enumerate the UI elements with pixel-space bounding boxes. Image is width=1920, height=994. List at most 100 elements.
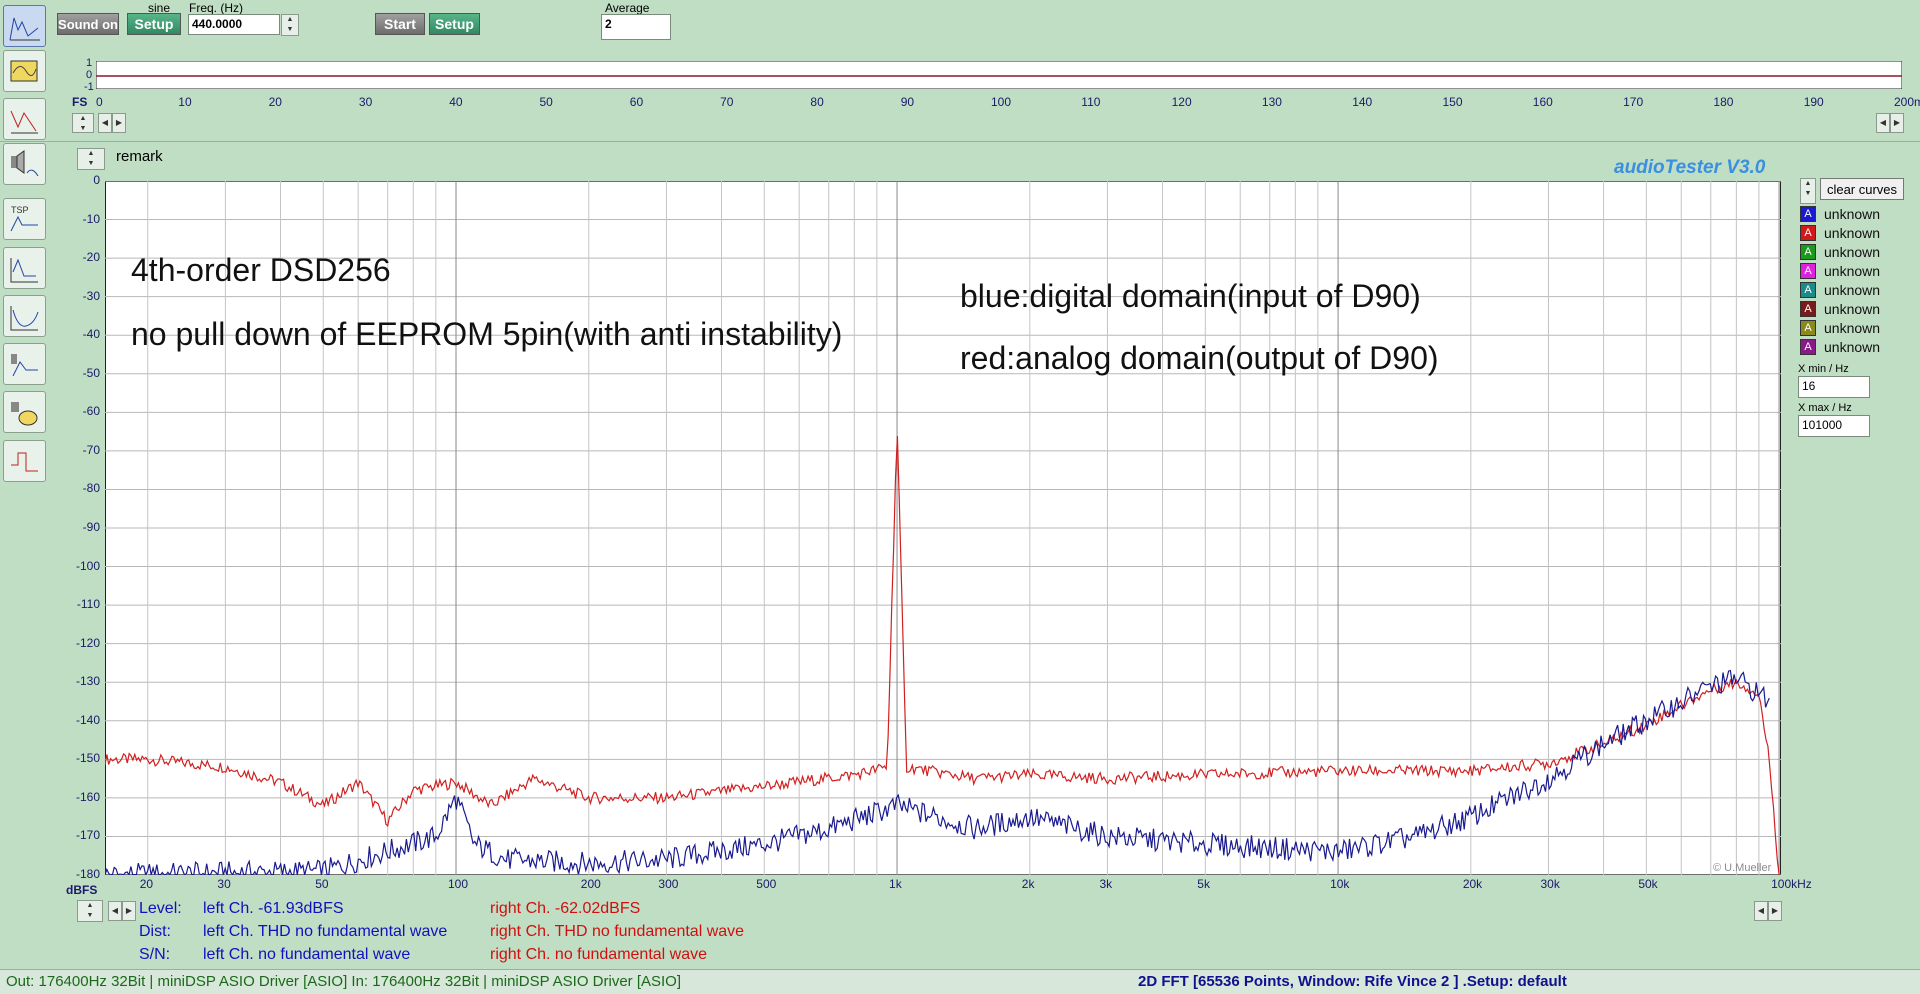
annotation-subtitle: no pull down of EEPROM 5pin(with anti in… [131,316,843,352]
legend-swatch[interactable]: A [1800,225,1816,241]
series-line-red [105,436,1780,875]
scope-ytick: 0 [86,69,93,81]
legend-label: unknown [1824,320,1881,336]
x-tick-label: 10k [1330,877,1350,891]
sn-label: S/N: [139,946,171,963]
legend-swatch[interactable]: A [1800,301,1816,317]
legend-swatch[interactable]: A [1800,244,1816,260]
xmax-label: X max / Hz [1798,402,1852,414]
waterfall-icon[interactable] [3,295,46,337]
x-tick-label: 100 [448,877,469,891]
y-tick-label: -60 [82,404,100,419]
scope-ytick: 1 [86,57,93,69]
scope-right-left-arrow[interactable]: ◀ [1876,113,1890,133]
scope-xtick: 200ms [1894,95,1920,109]
y-tick-label: -110 [76,597,100,612]
recording-icon[interactable] [3,391,46,433]
tsp-icon[interactable]: TSP [3,198,46,240]
scope-xtick: 160 [1532,95,1553,109]
legend-stepper[interactable]: ▲ ▼ [1800,178,1816,204]
xmax-input[interactable]: 101000 [1798,415,1870,437]
measure-setup-button[interactable]: Setup [429,13,480,35]
y-tick-label: -120 [75,635,100,650]
clear-curves-button[interactable]: clear curves [1820,178,1904,200]
remark-label: remark [116,148,163,165]
y-tick-label: -10 [82,211,100,226]
level-left-value: left Ch. -61.93dBFS [203,900,344,917]
legend-swatch[interactable]: A [1800,282,1816,298]
status-analysis: 2D FFT [65536 Points, Window: Rife Vince… [1138,973,1567,990]
sound-on-button[interactable]: Sound on [57,13,119,35]
x-left-arrow[interactable]: ◀ [108,901,122,921]
legend-swatch[interactable]: A [1800,339,1816,355]
start-button[interactable]: Start [375,13,425,35]
credit-label: © U.Mueller [1713,862,1772,874]
frequency-input[interactable]: 440.0000 [188,14,280,35]
x-tick-label: 3k [1099,877,1113,891]
x-tick-label: 100kHz [1771,877,1812,891]
y-tick-label: -100 [75,558,100,573]
x-tick-label: 5k [1197,877,1210,891]
scope-xtick: 190 [1803,95,1824,109]
speaker-measure-icon[interactable] [3,143,46,185]
fft-view-icon[interactable] [3,5,46,47]
x-end-right-arrow[interactable]: ▶ [1768,901,1782,921]
scope-xtick: 50 [539,95,553,109]
frequency-stepper[interactable]: ▲ ▼ [281,14,299,36]
y-tick-label: 0 [93,173,100,187]
scope-xtick: 180 [1713,95,1734,109]
sn-right-value: right Ch. no fundamental wave [490,946,708,963]
x-tick-label: 20 [139,877,154,891]
frequency-response-icon[interactable] [3,98,46,140]
tool-strip: TSP [0,0,50,993]
scope-xtick: 120 [1171,95,1192,109]
average-input[interactable]: 2 [601,14,671,40]
y-tick-label: -70 [82,442,100,457]
x-tick-label: 300 [658,877,679,891]
dist-label: Dist: [139,923,171,940]
divider [0,141,1920,142]
status-io: Out: 176400Hz 32Bit | miniDSP ASIO Drive… [6,973,682,990]
impedance-icon[interactable] [3,247,46,289]
oscilloscope-icon[interactable] [3,50,46,92]
scope-xtick: 110 [1081,95,1101,109]
scope-xtick: 130 [1261,95,1282,109]
x-tick-label: 50 [315,877,329,891]
y-scale-stepper[interactable]: ▲ ▼ [77,900,103,922]
x-end-left-arrow[interactable]: ◀ [1754,901,1768,921]
step-response-icon[interactable] [3,440,46,482]
legend-swatch[interactable]: A [1800,263,1816,279]
signal-setup-button[interactable]: Setup [127,13,181,35]
legend-label: unknown [1824,339,1881,355]
y-tick-label: -130 [75,674,100,689]
legend-swatch[interactable]: A [1800,320,1816,336]
thd-sweep-icon[interactable] [3,343,46,385]
legend-swatch[interactable]: A [1800,206,1816,222]
scope-left-arrow[interactable]: ◀ [98,113,112,133]
frequency-label: Freq. (Hz) [189,1,243,15]
y-tick-label: -20 [82,250,100,265]
remark-stepper[interactable]: ▲ ▼ [77,148,105,170]
scope-right-arrow[interactable]: ▶ [112,113,126,133]
level-label: Level: [139,900,182,917]
series-line-blue [105,669,1770,875]
xmin-input[interactable]: 16 [1798,376,1870,398]
scope-right-right-arrow[interactable]: ▶ [1890,113,1904,133]
xmin-label: X min / Hz [1798,363,1849,375]
scope-plot [96,61,1902,89]
legend-label: unknown [1824,206,1881,222]
y-tick-label: -40 [82,327,100,342]
legend-label: unknown [1824,263,1881,279]
scope-xtick: 140 [1352,95,1373,109]
x-right-arrow[interactable]: ▶ [122,901,136,921]
scope-scale-stepper[interactable]: ▲ ▼ [72,113,94,133]
y-tick-label: -30 [82,288,100,303]
